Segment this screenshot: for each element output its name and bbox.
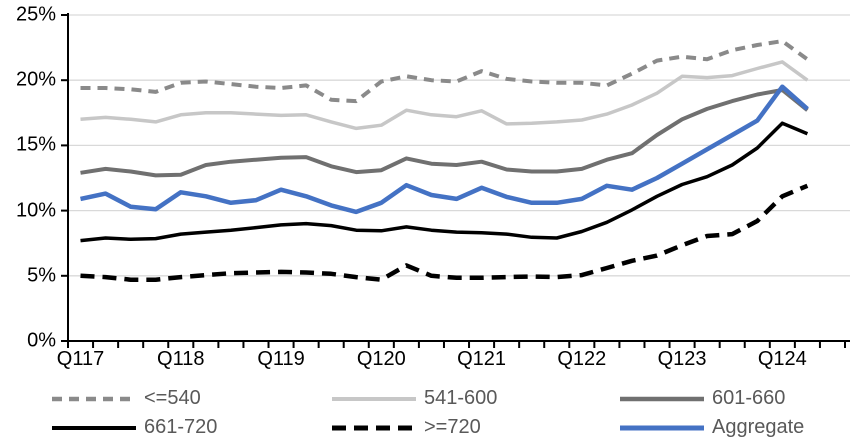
legend-entry-Aggregate: Aggregate xyxy=(618,413,804,441)
legend-line-swatch xyxy=(620,396,704,401)
legend-line-swatch xyxy=(52,425,136,430)
y-axis-tick-label: 15% xyxy=(15,133,56,156)
x-axis-tick-label: Q123 xyxy=(657,348,707,370)
legend-entry--540: <=540 xyxy=(50,384,217,413)
legend-label: 541-600 xyxy=(424,387,498,409)
x-axis-tick-label: Q124 xyxy=(757,348,807,370)
legend-label: Aggregate xyxy=(712,416,805,438)
legend-entry-661-720: 661-720 xyxy=(50,413,217,441)
legend-line-swatch xyxy=(52,396,136,401)
series-line-661-720 xyxy=(80,121,809,243)
legend-label: 661-720 xyxy=(144,416,218,438)
series-line-601-660 xyxy=(80,88,809,178)
legend-column: 601-660 Aggregate xyxy=(618,384,804,441)
legend-entry-601-660: 601-660 xyxy=(618,384,804,413)
legend-entry--720: >=720 xyxy=(330,413,497,441)
chart-legend: <=540 661-720 541-600 >=720 601-660 Aggregate xyxy=(0,384,852,441)
legend-line-swatch xyxy=(620,425,704,430)
series-line--720 xyxy=(80,183,809,282)
y-axis-tick-label: 20% xyxy=(15,68,56,91)
y-axis-tick-label: 0% xyxy=(27,329,56,352)
x-axis-tick-label: Q122 xyxy=(557,348,607,370)
legend-label: <=540 xyxy=(144,387,201,409)
x-axis-tick-label: Q120 xyxy=(356,348,406,370)
legend-label: 601-660 xyxy=(712,387,786,409)
legend-line-swatch xyxy=(332,396,416,401)
legend-line-swatch xyxy=(332,425,416,430)
x-axis-tick-label: Q117 xyxy=(56,348,105,370)
legend-entry-541-600: 541-600 xyxy=(330,384,497,413)
y-axis-tick-label: 25% xyxy=(15,3,56,26)
series-line-Aggregate xyxy=(80,84,809,215)
x-axis-tick-label: Q119 xyxy=(257,348,305,370)
y-axis-tick-label: 5% xyxy=(27,264,56,287)
legend-column: 541-600 >=720 xyxy=(330,384,497,441)
y-axis-tick-label: 10% xyxy=(15,199,56,222)
series-line-541-600 xyxy=(80,60,809,131)
x-axis-tick-label: Q121 xyxy=(457,348,507,370)
series-line--540 xyxy=(80,39,809,104)
x-axis-tick-label: Q118 xyxy=(157,348,205,370)
legend-label: >=720 xyxy=(424,416,481,438)
legend-column: <=540 661-720 xyxy=(50,384,217,441)
